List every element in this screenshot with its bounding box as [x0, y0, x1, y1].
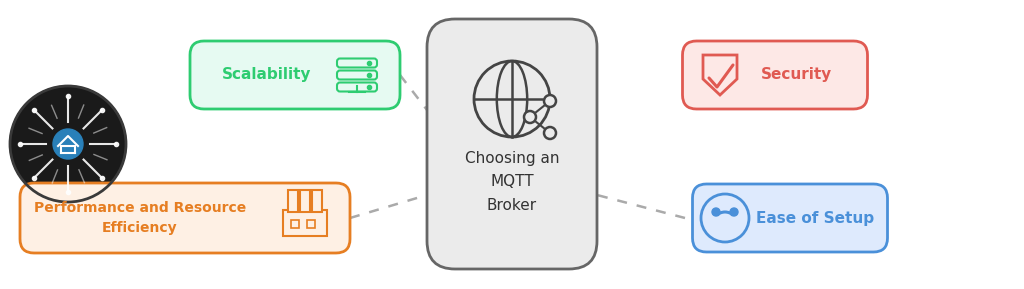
Circle shape [701, 194, 749, 242]
FancyBboxPatch shape [312, 190, 322, 212]
FancyBboxPatch shape [337, 82, 377, 92]
Text: Choosing an
MQTT
Broker: Choosing an MQTT Broker [465, 151, 559, 213]
PathPatch shape [703, 55, 737, 95]
Text: Security: Security [762, 68, 833, 82]
Circle shape [524, 111, 536, 123]
FancyBboxPatch shape [692, 184, 888, 252]
FancyBboxPatch shape [307, 220, 315, 228]
Circle shape [544, 127, 556, 139]
FancyBboxPatch shape [291, 220, 299, 228]
Circle shape [544, 95, 556, 107]
FancyBboxPatch shape [288, 190, 298, 212]
Text: Performance and Resource
Efficiency: Performance and Resource Efficiency [34, 201, 246, 235]
FancyBboxPatch shape [190, 41, 400, 109]
Circle shape [712, 208, 720, 216]
Circle shape [730, 208, 738, 216]
FancyBboxPatch shape [683, 41, 867, 109]
FancyBboxPatch shape [337, 58, 377, 68]
FancyBboxPatch shape [20, 183, 350, 253]
Circle shape [53, 129, 83, 159]
FancyBboxPatch shape [427, 19, 597, 269]
FancyBboxPatch shape [337, 71, 377, 79]
FancyBboxPatch shape [300, 190, 310, 212]
Text: Ease of Setup: Ease of Setup [756, 210, 874, 225]
FancyBboxPatch shape [283, 210, 327, 236]
Text: Scalability: Scalability [222, 68, 311, 82]
Circle shape [10, 86, 126, 202]
